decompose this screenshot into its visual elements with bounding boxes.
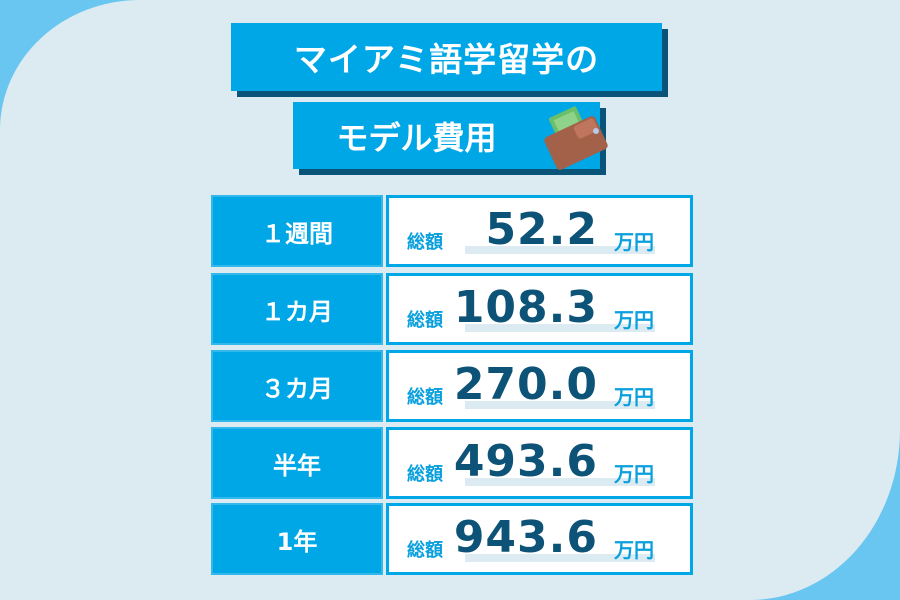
amount-cell: 総額 108.3 万円 [386, 273, 693, 345]
unit-label: 万円 [614, 462, 654, 486]
total-label: 総額 [407, 540, 443, 561]
highlight [465, 478, 655, 486]
period-label: １カ月 [211, 273, 383, 345]
amount-value: 108.3 [453, 282, 598, 333]
period-label: １週間 [211, 195, 383, 267]
cost-row: ３カ月 総額 270.0 万円 [211, 350, 693, 422]
total-label: 総額 [407, 232, 443, 253]
cost-row: １週間 総額 52.2 万円 [211, 195, 693, 267]
amount-value: 270.0 [453, 359, 598, 410]
amount-value: 52.2 [485, 204, 598, 255]
amount-cell: 総額 270.0 万円 [386, 350, 693, 422]
amount-value: 943.6 [453, 512, 598, 563]
period-label: ３カ月 [211, 350, 383, 422]
amount-cell: 総額 52.2 万円 [386, 195, 693, 267]
period-label: 半年 [211, 427, 383, 499]
highlight [465, 246, 655, 254]
cost-row: 半年 総額 493.6 万円 [211, 427, 693, 499]
amount-cell: 総額 493.6 万円 [386, 427, 693, 499]
amount-value: 493.6 [453, 436, 598, 487]
highlight [465, 401, 655, 409]
cost-row: １カ月 総額 108.3 万円 [211, 273, 693, 345]
highlight [465, 324, 655, 332]
unit-label: 万円 [614, 385, 654, 409]
cost-row: 1年 総額 943.6 万円 [211, 503, 693, 575]
unit-label: 万円 [614, 230, 654, 254]
amount-cell: 総額 943.6 万円 [386, 503, 693, 575]
period-label: 1年 [211, 503, 383, 575]
total-label: 総額 [407, 464, 443, 485]
unit-label: 万円 [614, 308, 654, 332]
title-line-1: マイアミ語学留学の [231, 23, 662, 91]
wallet-icon [544, 106, 608, 170]
title-line-2: モデル費用 [293, 102, 600, 169]
total-label: 総額 [407, 310, 443, 331]
unit-label: 万円 [614, 538, 654, 562]
total-label: 総額 [407, 387, 443, 408]
highlight [465, 554, 655, 562]
